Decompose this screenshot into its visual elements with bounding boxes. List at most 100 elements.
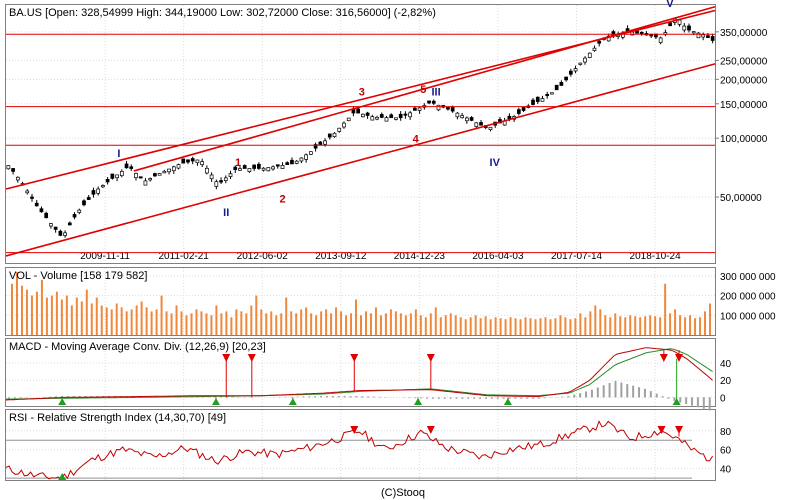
volume-bar [285, 297, 288, 335]
candle-body [318, 141, 323, 145]
price-x-tick-label: 2017-07-14 [551, 251, 603, 262]
rsi-buy-marker [58, 473, 67, 480]
wave-label: 2 [280, 193, 286, 205]
volume-bar [280, 313, 283, 335]
candle-body [309, 151, 313, 155]
candle-body [214, 181, 219, 187]
volume-bar [379, 315, 382, 335]
volume-bar [569, 319, 572, 335]
volume-y-tick-label: 100 000 000 [720, 311, 776, 322]
rsi-y-tick-label: 60 [720, 446, 732, 457]
price-plot: 2009-11-11 2011-02-21 2012-06-02 2013-09-12… [5, 0, 768, 263]
candle-body [658, 37, 663, 43]
macd-line [5, 347, 713, 401]
volume-bar [604, 315, 607, 335]
candle-body [568, 70, 573, 75]
volume-bar [165, 311, 168, 335]
volume-bar [414, 309, 417, 335]
copyright-footer: (C)Stooq [381, 487, 425, 499]
candle-body [488, 126, 493, 131]
volume-bar [330, 313, 333, 335]
volume-bar [529, 318, 532, 335]
candle-body [696, 32, 701, 39]
candle-body [285, 162, 290, 165]
candle-body [171, 166, 176, 172]
macd-buy-marker [58, 398, 67, 405]
candle-body [417, 107, 422, 111]
volume-bar [514, 318, 517, 335]
volume-bar [699, 317, 702, 335]
rsi-plot: 80 60 40 [5, 410, 732, 480]
candle-body [44, 212, 49, 219]
candle-body [403, 113, 408, 116]
volume-bar [584, 317, 587, 335]
candle-body [176, 164, 181, 169]
wave-label: IV [490, 157, 501, 169]
volume-bar [145, 307, 148, 335]
rsi-y-tick-label: 80 [720, 427, 732, 438]
price-y-tick-label: 50,00000 [720, 193, 762, 204]
volume-bar [45, 297, 48, 335]
volume-bar [654, 316, 657, 335]
volume-bar [364, 311, 367, 335]
volume-bar [469, 317, 472, 335]
volume-bar [210, 315, 213, 335]
volume-bar [624, 317, 627, 335]
volume-bar [694, 318, 697, 335]
volume-bar [454, 315, 457, 335]
volume-bar [310, 313, 313, 335]
candle-body [583, 57, 587, 63]
candle-body [119, 170, 124, 177]
volume-bar [434, 307, 437, 335]
candle-body [162, 170, 167, 174]
candle-body [299, 157, 304, 162]
volume-bar [649, 315, 652, 335]
candle-body [361, 113, 365, 118]
candle-body [332, 132, 337, 138]
volume-bar [404, 315, 407, 335]
candle-body [701, 34, 706, 38]
candle-body [247, 168, 252, 172]
candle-body [389, 114, 394, 119]
volume-bar [374, 307, 377, 335]
candle-body [682, 25, 687, 31]
volume-bar [245, 313, 248, 335]
rsi-line [5, 420, 714, 480]
candle-body [587, 52, 592, 58]
candle-body [469, 117, 474, 121]
rsi-panel-title: RSI - Relative Strength Index (14,30,70)… [9, 412, 226, 424]
macd-plot: 40 20 0 [5, 339, 732, 411]
volume-bar [40, 279, 43, 335]
volume-bar [160, 295, 163, 335]
macd-y-tick-label: 0 [720, 393, 726, 404]
volume-bar [579, 313, 582, 335]
candle-body [86, 197, 91, 200]
volume-bar [684, 317, 687, 335]
candle-body [63, 232, 67, 236]
volume-bar [369, 313, 372, 335]
volume-bar [11, 283, 13, 335]
candle-body [105, 179, 110, 183]
candle-body [531, 99, 535, 105]
volume-bar [180, 311, 183, 335]
candle-body [597, 40, 602, 44]
trend-channel-line [5, 63, 716, 257]
candle-body [545, 94, 550, 97]
volume-bar [419, 315, 422, 335]
candle-body [157, 173, 162, 176]
volume-bar [345, 315, 348, 335]
candle-body [304, 154, 308, 160]
trend-channel-line [133, 6, 716, 172]
wave-label: 5 [420, 84, 426, 96]
candle-body [39, 208, 44, 213]
candle-body [365, 112, 370, 116]
price-y-tick-label: 150,00000 [720, 100, 768, 111]
candle-body [592, 47, 597, 51]
candle-body [635, 30, 639, 34]
price-x-tick-label: 2016-04-03 [472, 251, 524, 262]
candle-body [446, 106, 450, 110]
price-x-tick-label: 2013-09-12 [315, 251, 367, 262]
price-x-tick-label: 2012-06-02 [237, 251, 289, 262]
volume-bar [150, 311, 153, 335]
volume-bar [175, 305, 178, 335]
